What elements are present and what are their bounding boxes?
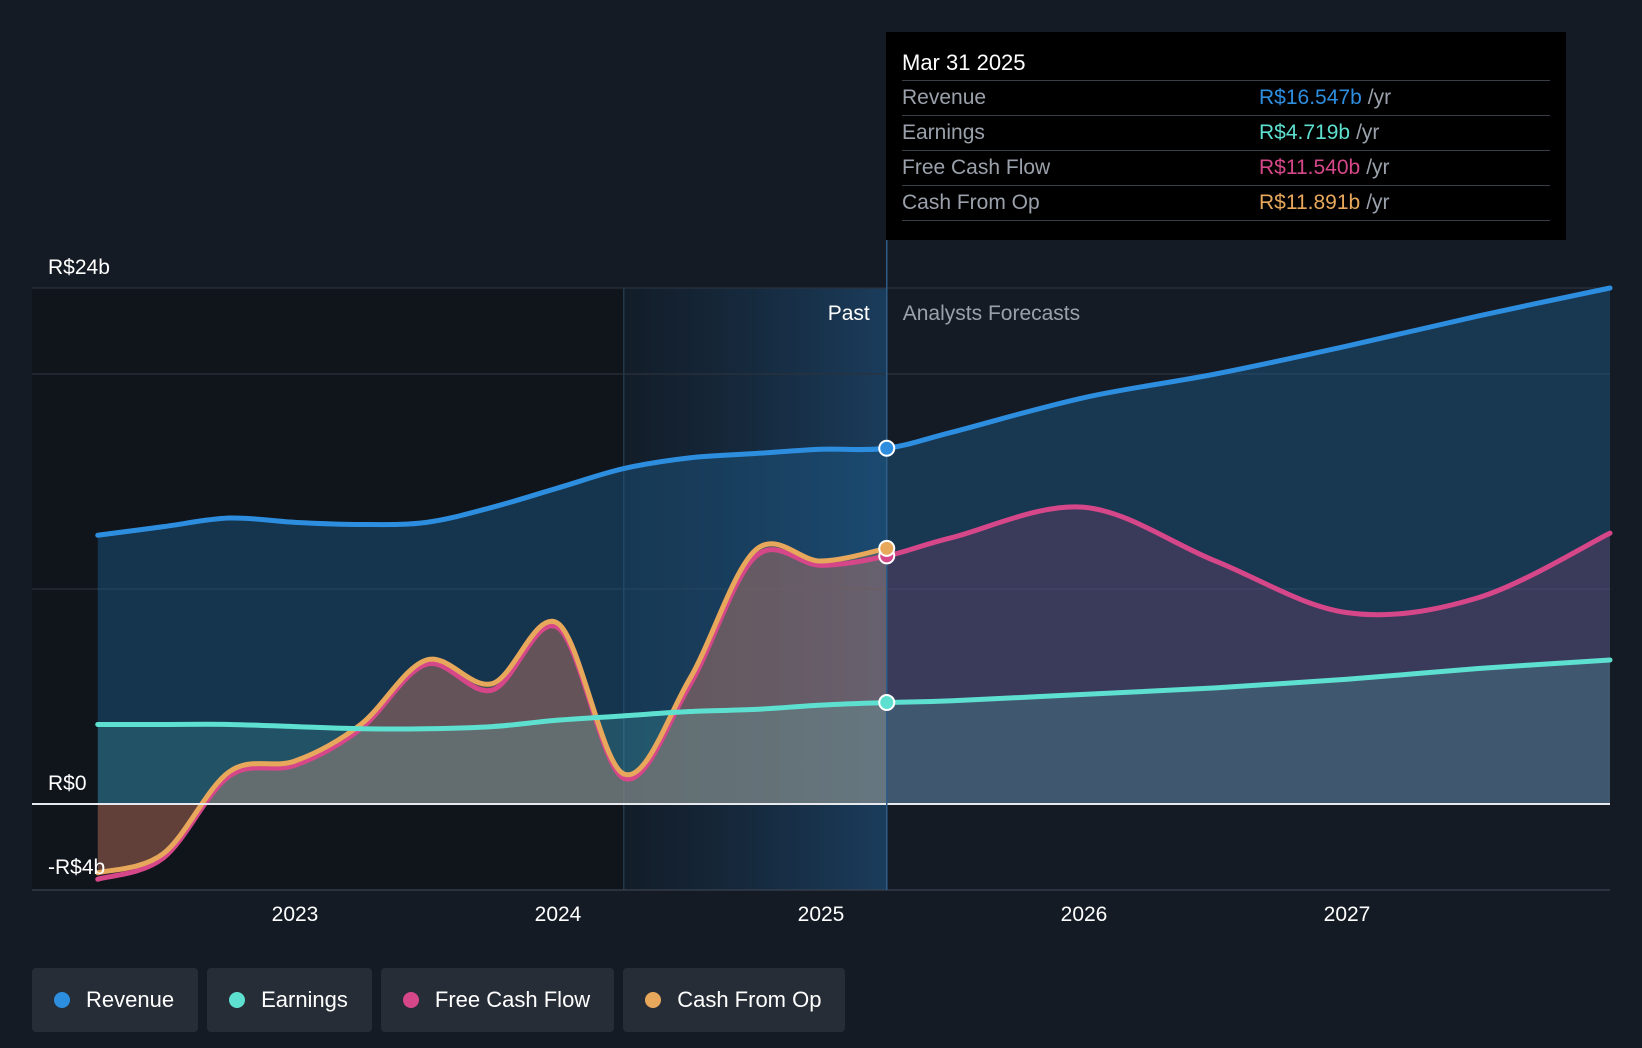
tooltip-row-earnings: Earnings R$4.719b /yr <box>902 116 1550 151</box>
series-marker <box>878 439 896 457</box>
x-tick-label: 2023 <box>272 903 319 926</box>
tooltip-row-cash-from-op: Cash From Op R$11.891b /yr <box>902 186 1550 221</box>
tooltip-value: R$4.719b <box>1259 121 1351 144</box>
x-tick-label: 2024 <box>535 903 582 926</box>
legend-label: Cash From Op <box>677 987 822 1012</box>
x-tick-label: 2026 <box>1061 903 1108 926</box>
tooltip-unit: /yr <box>1366 191 1390 214</box>
legend-dot-icon <box>229 992 246 1008</box>
series-area <box>97 288 1610 804</box>
y-tick-label-0: R$0 <box>48 772 87 795</box>
legend: Revenue Earnings Free Cash Flow Cash Fro… <box>32 968 846 1032</box>
tooltip-label: Revenue <box>902 86 987 109</box>
series-line <box>95 657 1613 732</box>
series-area <box>97 506 1610 880</box>
x-tick-label: 2025 <box>798 903 845 926</box>
series-line <box>95 541 890 876</box>
legend-label: Free Cash Flow <box>434 987 591 1012</box>
tooltip-unit: /yr <box>1366 156 1390 179</box>
tooltip-label: Cash From Op <box>902 191 1040 214</box>
series-line <box>95 285 1613 538</box>
y-tick-label-24: R$24b <box>48 256 110 279</box>
forecast-label: Analysts Forecasts <box>903 302 1080 325</box>
x-tick-label: 2027 <box>1324 903 1371 926</box>
tooltip-value: R$16.547b <box>1259 86 1362 109</box>
legend-dot-icon <box>402 992 419 1008</box>
tooltip-unit: /yr <box>1367 86 1392 109</box>
series-marker <box>878 694 896 712</box>
y-tick-label-neg4: -R$4b <box>48 856 105 879</box>
series-area <box>97 543 887 873</box>
legend-item-earnings[interactable]: Earnings <box>207 968 372 1032</box>
tooltip-date: Mar 31 2025 <box>902 46 1550 81</box>
legend-dot-icon <box>645 992 662 1008</box>
series-line <box>95 504 1613 882</box>
series-area <box>97 659 1610 804</box>
tooltip-label: Earnings <box>902 121 985 144</box>
tooltip-value: R$11.891b <box>1259 191 1361 214</box>
tooltip: Mar 31 2025 Revenue R$16.547b /yr Earnin… <box>886 32 1566 240</box>
legend-dot-icon <box>54 992 70 1008</box>
tooltip-unit: /yr <box>1356 121 1380 144</box>
legend-label: Earnings <box>261 987 348 1012</box>
series-marker <box>878 539 896 557</box>
past-label: Past <box>828 302 870 325</box>
tooltip-row-free-cash-flow: Free Cash Flow R$11.540b /yr <box>902 151 1550 186</box>
tooltip-row-revenue: Revenue R$16.547b /yr <box>902 81 1550 116</box>
legend-label: Revenue <box>86 987 175 1012</box>
tooltip-label: Free Cash Flow <box>902 156 1051 179</box>
tooltip-value: R$11.540b <box>1259 156 1361 179</box>
legend-item-free-cash-flow[interactable]: Free Cash Flow <box>380 968 615 1032</box>
legend-item-cash-from-op[interactable]: Cash From Op <box>623 968 846 1032</box>
legend-item-revenue[interactable]: Revenue <box>32 968 199 1032</box>
